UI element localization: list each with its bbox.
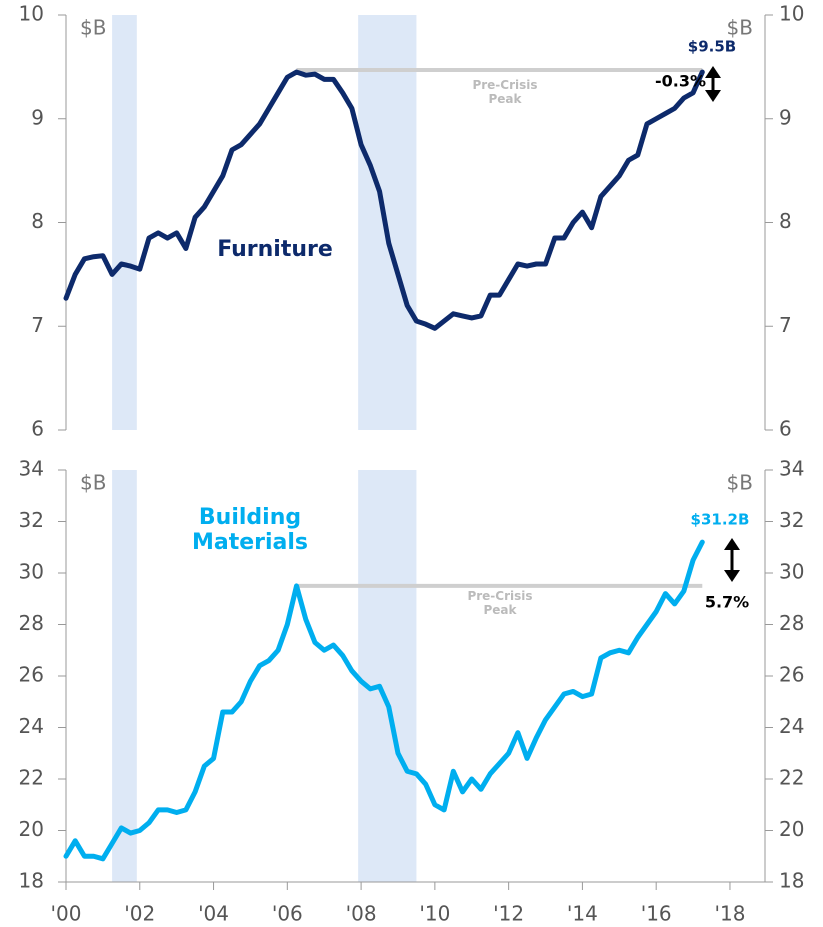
- series-label: Furniture: [190, 237, 360, 262]
- y-tick-label: 9: [779, 105, 792, 129]
- y-tick-label: 26: [19, 663, 44, 687]
- x-tick-label: '06: [272, 902, 303, 926]
- series-label: Building Materials: [170, 505, 330, 556]
- unit-label: $B: [727, 471, 753, 495]
- y-tick-label: 30: [779, 560, 804, 584]
- change-label: 5.7%: [705, 593, 749, 612]
- y-tick-label: 32: [779, 508, 804, 532]
- y-tick-label: 10: [19, 2, 44, 26]
- y-tick-label: 28: [779, 611, 804, 635]
- recession-band: [112, 470, 137, 882]
- end-value-label: $31.2B: [691, 511, 750, 529]
- y-tick-label: 8: [779, 209, 792, 233]
- arrow-head: [705, 90, 721, 102]
- y-tick-label: 8: [31, 209, 44, 233]
- y-tick-label: 20: [19, 817, 44, 841]
- x-tick-label: '14: [567, 902, 598, 926]
- y-tick-label: 30: [19, 560, 44, 584]
- x-tick-label: '12: [493, 902, 524, 926]
- y-tick-label: 34: [19, 457, 44, 481]
- series-label-line: Materials: [191, 530, 309, 556]
- peak-label-line: Pre-Crisis: [467, 589, 533, 603]
- unit-label: $B: [727, 16, 753, 40]
- y-tick-label: 18: [19, 869, 44, 893]
- x-tick-label: '18: [714, 902, 745, 926]
- unit-label: $B: [80, 471, 106, 495]
- line-series: [63, 539, 705, 862]
- peak-label: Pre-Crisis Peak: [440, 589, 560, 618]
- change-label: -0.3%: [655, 72, 706, 91]
- y-tick-label: 6: [779, 417, 792, 441]
- x-tick-label: '08: [346, 902, 377, 926]
- line-series: [63, 69, 705, 331]
- x-tick-label: '02: [124, 902, 155, 926]
- y-tick-label: 7: [31, 313, 44, 337]
- y-tick-label: 34: [779, 457, 804, 481]
- y-tick-label: 7: [779, 313, 792, 337]
- y-tick-label: 20: [779, 817, 804, 841]
- y-tick-label: 18: [779, 869, 804, 893]
- x-tick-label: '16: [641, 902, 672, 926]
- unit-label: $B: [80, 16, 106, 40]
- y-tick-label: 10: [779, 2, 804, 26]
- x-tick-label: '10: [419, 902, 450, 926]
- x-tick-label: '04: [198, 902, 229, 926]
- end-value-label: $9.5B: [688, 38, 736, 56]
- y-tick-label: 22: [19, 766, 44, 790]
- recession-band: [112, 15, 137, 430]
- y-tick-label: 9: [31, 105, 44, 129]
- peak-label-line: Pre-Crisis: [472, 78, 538, 92]
- y-tick-label: 22: [779, 766, 804, 790]
- y-tick-label: 6: [31, 417, 44, 441]
- arrow-head: [724, 538, 740, 550]
- arrow-head: [724, 570, 740, 582]
- peak-label-line: Peak: [483, 602, 517, 617]
- series-label-line: Building: [198, 505, 302, 530]
- y-tick-label: 32: [19, 508, 44, 532]
- y-tick-label: 26: [779, 663, 804, 687]
- y-tick-label: 28: [19, 611, 44, 635]
- arrow-head: [705, 66, 721, 78]
- panel: 18 18 20 20 22 22 24 24 26 26 28 28 30 30 32 32 34 34 $B $B…: [19, 457, 805, 926]
- y-tick-label: 24: [779, 714, 804, 738]
- peak-label-line: Peak: [488, 91, 522, 106]
- y-tick-label: 24: [19, 714, 44, 738]
- panel: 6 67 78 89 910 10$B $B$9.5B-0.3%: [19, 2, 805, 441]
- recession-band: [358, 470, 417, 882]
- peak-label: Pre-Crisis Peak: [445, 78, 565, 107]
- x-tick-label: '00: [51, 902, 82, 926]
- series-label-line: Furniture: [217, 237, 333, 262]
